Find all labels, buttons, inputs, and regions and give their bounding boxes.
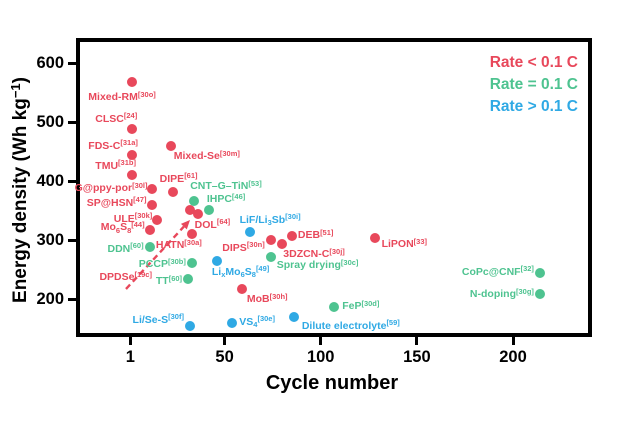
data-point-label-lipon: LiPON[33] (381, 236, 427, 251)
data-point-label-lix-mo6s8: LixMo6S8[49] (211, 264, 270, 280)
data-point-label-mo6s8: Mo6S8[44] (100, 219, 145, 235)
x-tick-label: 1 (125, 348, 135, 366)
data-point-label-dipe: DIPE[61] (159, 171, 198, 185)
data-point-label-sp-hsn: SP@HSN[47] (86, 195, 147, 209)
data-point-dipe (167, 186, 178, 197)
y-tick-mark (68, 61, 76, 65)
data-point-label-clsc: CLSC[24] (95, 111, 138, 125)
data-point-label-mob: MoB[30h] (246, 291, 288, 306)
data-point-label-li-se-s: Li/Se-S[30f] (132, 312, 184, 326)
y-tick-label: 600 (36, 53, 64, 72)
x-tick-mark (319, 337, 323, 345)
x-tick-mark (511, 337, 515, 345)
data-point-hatn (186, 229, 197, 240)
data-point-label-hatn: HATN[30a] (155, 237, 202, 252)
data-point-tt (183, 274, 194, 285)
data-point-label-cnt-g-tin: CNT–G–TiN[53] (190, 178, 262, 193)
x-tick-mark (223, 337, 227, 345)
data-point-pccp (186, 258, 197, 269)
data-point-cnt-g-tin (204, 205, 215, 216)
data-point-label-tt: TT[60] (155, 273, 183, 288)
data-point-label-fep: FeP[30d] (342, 298, 380, 313)
data-point-label-dilute-electrolyte: Dilute electrolyte[59] (301, 318, 400, 332)
data-point-label-ule: ULE[30k] (113, 211, 153, 225)
data-point-vs4 (227, 317, 238, 328)
y-tick-mark (68, 120, 76, 124)
data-point-label-mixed-rm: Mixed-RM[30o] (88, 89, 156, 104)
data-point-fep (329, 302, 340, 313)
data-point-dilute-electrolyte (288, 311, 299, 322)
data-point-ddn (144, 241, 155, 252)
data-point-mixed-rm (127, 77, 138, 88)
data-point-dol (192, 208, 203, 219)
y-tick-mark (68, 297, 76, 301)
data-point-clsc (127, 123, 138, 134)
data-point-label-pccp: PCCP[30b] (138, 256, 186, 271)
data-point-copc-cnf (534, 267, 545, 278)
data-point-sp-hsn (146, 199, 157, 210)
data-point-dips (265, 234, 276, 245)
legend-item-rate-eq: Rate = 0.1 C (489, 76, 578, 93)
data-point-label-fds-c: FDS-C[31a] (88, 138, 138, 152)
data-point-label-ddn: DDN[60] (107, 241, 144, 255)
x-tick-label: 200 (499, 348, 527, 366)
data-point-deb (286, 231, 297, 242)
y-tick-label: 300 (36, 230, 64, 249)
data-point-dpdse (184, 205, 195, 216)
data-point-n-doping (534, 289, 545, 300)
data-point-label-dips: DIPS[30n] (222, 240, 265, 254)
data-point-label-g-ppy-por: G@ppy-por[30l] (74, 180, 148, 195)
data-point-tmu (127, 169, 138, 180)
legend: Rate < 0.1 C Rate = 0.1 C Rate > 0.1 C (490, 52, 578, 118)
x-axis-title: Cycle number (265, 372, 399, 394)
data-point-ihpc (188, 196, 199, 207)
data-point-label-lif-li3sb: LiF/Li3Sb[30i] (239, 212, 301, 228)
y-tick-mark (68, 179, 76, 183)
data-point-lix-mo6s8 (211, 255, 222, 266)
data-point-fds-c (127, 149, 138, 160)
x-tick-mark (415, 337, 419, 345)
data-point-label-mixed-se: Mixed-Se[30m] (173, 148, 240, 163)
y-tick-label: 500 (36, 112, 64, 131)
x-tick-label: 50 (215, 348, 234, 366)
y-tick-mark (68, 238, 76, 242)
x-tick-mark (128, 337, 132, 345)
y-tick-label: 200 (36, 289, 64, 308)
data-point-label-tmu: TMU[31b] (95, 158, 136, 172)
data-point-mixed-se (165, 141, 176, 152)
data-point-label-vs4: VS4[30e] (239, 314, 275, 330)
legend-item-rate-gt: Rate > 0.1 C (489, 98, 578, 115)
data-point-label-n-doping: N-doping[30g] (469, 286, 534, 301)
data-point-label-dol: DOL[64] (194, 217, 231, 231)
x-tick-label: 100 (306, 348, 335, 366)
data-point-ule (152, 214, 163, 225)
data-point-mob (236, 284, 247, 295)
data-point-label-ihpc: IHPC[46] (206, 191, 246, 206)
data-point-label-spray-drying: Spray drying[30c] (276, 257, 359, 272)
data-point-label-3dzcn-c: 3DZCN-C[30j] (283, 246, 345, 261)
x-tick-label: 150 (403, 348, 431, 366)
data-point-g-ppy-por (146, 184, 157, 195)
data-point-lipon (369, 233, 380, 244)
data-point-label-dpdse: DPDSe[19c] (99, 269, 152, 284)
y-tick-label: 400 (36, 171, 64, 190)
data-point-label-copc-cnf: CoPc@CNF[32] (461, 264, 534, 278)
data-point-li-se-s (184, 320, 195, 331)
data-point-mo6s8 (144, 225, 155, 236)
data-point-lif-li3sb (244, 226, 255, 237)
legend-item-rate-lt: Rate < 0.1 C (489, 54, 578, 71)
data-point-spray-drying (265, 252, 276, 263)
data-point-label-deb: DEB[51] (297, 227, 334, 242)
data-point-3dzcn-c (277, 239, 288, 250)
